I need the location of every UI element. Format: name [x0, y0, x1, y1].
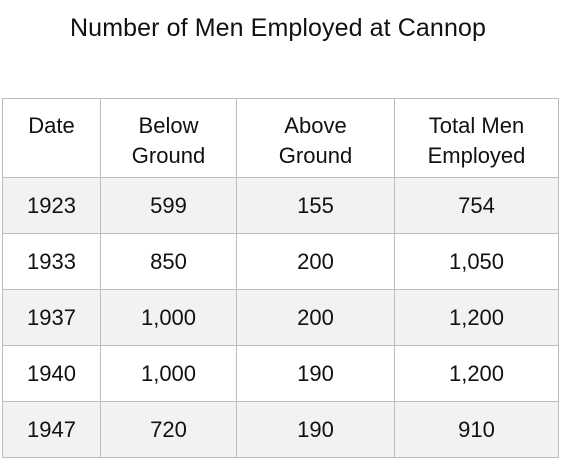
- header-below-ground-line-2: Ground: [131, 143, 206, 168]
- employment-table: Date Below Ground Above Ground Total Men…: [2, 98, 559, 458]
- header-date: Date: [2, 98, 101, 178]
- cell-above-ground: 190: [236, 345, 395, 402]
- cell-below-ground: 1,000: [100, 345, 237, 402]
- header-below-ground-line-1: Below: [138, 113, 199, 138]
- table-row: 1947 720 190 910: [2, 401, 559, 458]
- table-row: 1940 1,000 190 1,200: [2, 345, 559, 402]
- header-date-line-1: Date: [28, 113, 75, 138]
- header-total-men-employed: Total Men Employed: [394, 98, 559, 178]
- header-total-line-2: Employed: [427, 143, 526, 168]
- table-header-row: Date Below Ground Above Ground Total Men…: [2, 98, 559, 178]
- cell-above-ground: 200: [236, 289, 395, 346]
- cell-total: 1,200: [394, 345, 559, 402]
- cell-above-ground: 190: [236, 401, 395, 458]
- table-row: 1923 599 155 754: [2, 177, 559, 234]
- cell-below-ground: 850: [100, 233, 237, 290]
- cell-above-ground: 200: [236, 233, 395, 290]
- table-row: 1933 850 200 1,050: [2, 233, 559, 290]
- header-above-ground-line-1: Above: [284, 113, 347, 138]
- cell-below-ground: 599: [100, 177, 237, 234]
- cell-date: 1923: [2, 177, 101, 234]
- cell-total: 1,050: [394, 233, 559, 290]
- header-above-ground-line-2: Ground: [278, 143, 353, 168]
- cell-total: 754: [394, 177, 559, 234]
- table-title: Number of Men Employed at Cannop: [70, 14, 486, 42]
- cell-date: 1933: [2, 233, 101, 290]
- cell-total: 910: [394, 401, 559, 458]
- table-row: 1937 1,000 200 1,200: [2, 289, 559, 346]
- header-above-ground: Above Ground: [236, 98, 395, 178]
- header-below-ground: Below Ground: [100, 98, 237, 178]
- header-total-line-1: Total Men: [428, 113, 525, 138]
- cell-below-ground: 1,000: [100, 289, 237, 346]
- cell-date: 1940: [2, 345, 101, 402]
- cell-date: 1937: [2, 289, 101, 346]
- cell-below-ground: 720: [100, 401, 237, 458]
- cell-above-ground: 155: [236, 177, 395, 234]
- cell-date: 1947: [2, 401, 101, 458]
- cell-total: 1,200: [394, 289, 559, 346]
